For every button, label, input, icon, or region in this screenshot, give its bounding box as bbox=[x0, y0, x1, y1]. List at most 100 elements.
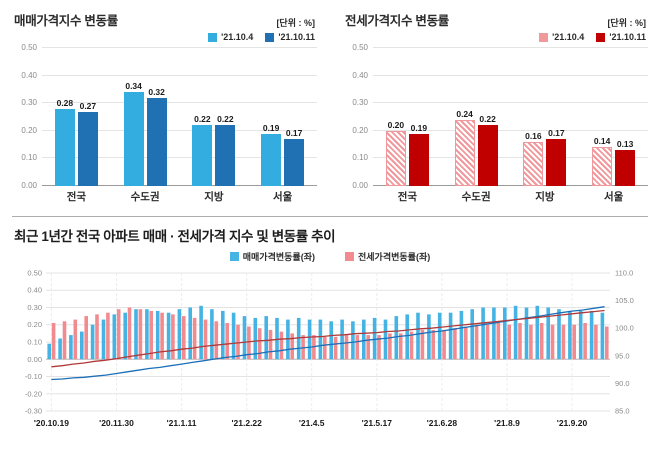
bar-value-label: 0.16 bbox=[525, 130, 542, 141]
svg-text:'20.10.19: '20.10.19 bbox=[34, 418, 69, 428]
bar-value-label: 0.24 bbox=[456, 108, 473, 119]
bar bbox=[385, 130, 406, 186]
bar-value-label: 0.34 bbox=[125, 81, 142, 92]
bar-value-label: 0.22 bbox=[194, 114, 211, 125]
bar-value-label: 0.19 bbox=[410, 122, 428, 133]
gridline bbox=[373, 74, 648, 76]
legend-label: '21.10.4 bbox=[552, 32, 585, 42]
legend-item: 전세가격변동률(좌) bbox=[345, 250, 430, 263]
svg-text:0.10: 0.10 bbox=[27, 338, 42, 347]
bar-with-label: 0.17 bbox=[284, 48, 305, 186]
svg-text:'21.8.9: '21.8.9 bbox=[494, 418, 520, 428]
bar-with-label: 0.28 bbox=[54, 48, 75, 186]
bar bbox=[546, 139, 567, 186]
sale-panel-header: 매매가격지수 변동률 [단위 : %] bbox=[12, 8, 317, 29]
jeonse-panel-header: 전세가격지수 변동률 [단위 : %] bbox=[343, 8, 648, 29]
gridline bbox=[42, 185, 317, 186]
bar-with-label: 0.13 bbox=[615, 48, 636, 186]
gridline bbox=[373, 185, 648, 186]
bar-group: 0.19 0.17 bbox=[248, 48, 317, 186]
trend-jeonse-legend-swatch bbox=[345, 252, 354, 261]
gridline bbox=[42, 74, 317, 76]
bar-with-label: 0.27 bbox=[77, 48, 98, 186]
svg-text:-0.10: -0.10 bbox=[25, 372, 42, 381]
sale-legend: '21.10.4 '21.10.11 bbox=[12, 32, 315, 42]
bar-value-label: 0.22 bbox=[479, 114, 496, 125]
y-axis-tick-label: 0.20 bbox=[21, 125, 37, 135]
gridline bbox=[373, 129, 648, 131]
trend-section: 최근 1년간 전국 아파트 매매 · 전세가격 지수 및 변동률 추이 매매가격… bbox=[12, 216, 648, 431]
svg-text:'21.1.11: '21.1.11 bbox=[167, 418, 197, 428]
svg-text:-0.30: -0.30 bbox=[25, 407, 42, 416]
bar bbox=[77, 111, 98, 186]
svg-text:-0.20: -0.20 bbox=[25, 389, 42, 398]
y-axis-tick-label: 0.30 bbox=[352, 98, 368, 108]
gridlines bbox=[46, 272, 610, 412]
gridline bbox=[42, 47, 317, 48]
y-axis-tick-label: 0.50 bbox=[21, 43, 37, 52]
y-axis-tick-label: 0.30 bbox=[21, 98, 37, 108]
report-page: 매매가격지수 변동률 [단위 : %] '21.10.4 '21.10.11 0… bbox=[12, 8, 648, 431]
trend-legend: 매매가격변동률(좌) 전세가격변동률(좌) bbox=[12, 250, 648, 263]
bar bbox=[261, 133, 282, 186]
gridline bbox=[42, 102, 317, 104]
bar-value-label: 0.22 bbox=[217, 114, 234, 125]
category-label: 수도권 bbox=[461, 191, 491, 203]
y-axis-tick-label: 0.40 bbox=[21, 70, 37, 80]
bar-group: 0.34 0.32 bbox=[111, 48, 180, 186]
bar bbox=[592, 147, 613, 186]
y-axis-tick-label: 0.00 bbox=[21, 181, 37, 190]
y-axis-tick-label: 0.40 bbox=[352, 70, 368, 80]
legend-label: '21.10.4 bbox=[221, 32, 254, 42]
svg-text:0.00: 0.00 bbox=[27, 355, 42, 364]
bar-group: 0.22 0.22 bbox=[180, 48, 249, 186]
bar bbox=[146, 97, 167, 186]
category-label: 수도권 bbox=[130, 191, 160, 203]
legend-item: '21.10.11 bbox=[596, 32, 646, 42]
svg-text:0.40: 0.40 bbox=[27, 286, 42, 295]
legend-item: '21.10.4 bbox=[539, 32, 584, 42]
svg-text:0.30: 0.30 bbox=[27, 303, 42, 312]
legend-item: '21.10.4 bbox=[208, 32, 253, 42]
bar-value-label: 0.32 bbox=[148, 86, 165, 97]
y-axis-tick-label: 0.20 bbox=[352, 125, 368, 135]
svg-text:100.0: 100.0 bbox=[615, 324, 634, 333]
bar-with-label: 0.19 bbox=[261, 48, 282, 186]
bar-with-label: 0.14 bbox=[592, 48, 613, 186]
legend-item: 매매가격변동률(좌) bbox=[229, 250, 315, 263]
bar-value-label: 0.20 bbox=[387, 119, 405, 130]
bar-value-label: 0.19 bbox=[262, 122, 280, 133]
bar-group: 0.14 0.13 bbox=[579, 48, 648, 186]
category-label: 지방 bbox=[535, 191, 555, 203]
y-axis-tick-label: 0.10 bbox=[352, 153, 368, 163]
trend-combo-chart: -0.30 -0.20 -0.10 0.00 0.10 0.20 0.30 0.40 0.50 8… bbox=[25, 269, 634, 429]
bar-group: 0.24 0.22 bbox=[442, 48, 511, 186]
svg-text:85.0: 85.0 bbox=[615, 407, 630, 416]
gridline bbox=[42, 129, 317, 131]
category-label: 전국 bbox=[66, 191, 87, 203]
trend-sale-legend-swatch bbox=[229, 252, 239, 261]
bar-with-label: 0.16 bbox=[523, 48, 544, 186]
svg-text:'21.9.20: '21.9.20 bbox=[557, 418, 588, 428]
bar-with-label: 0.34 bbox=[123, 48, 144, 186]
bar bbox=[615, 150, 636, 186]
jeonse-index-line bbox=[51, 309, 605, 368]
sale-unit-label: [단위 : %] bbox=[276, 18, 315, 28]
bar bbox=[192, 125, 213, 186]
svg-text:'21.4.5: '21.4.5 bbox=[299, 418, 325, 428]
bar bbox=[477, 125, 498, 186]
jeonse-unit-label: [단위 : %] bbox=[607, 18, 646, 28]
svg-text:'21.6.28: '21.6.28 bbox=[427, 418, 458, 428]
sale-curr-legend-swatch bbox=[265, 32, 275, 42]
legend-label: '21.10.11 bbox=[609, 32, 646, 42]
jeonse-price-panel: 전세가격지수 변동률 [단위 : %] '21.10.4 '21.10.11 0… bbox=[343, 8, 648, 204]
bar-group: 0.16 0.17 bbox=[511, 48, 580, 186]
gridline bbox=[373, 102, 648, 104]
jeonse-panel-title: 전세가격지수 변동률 bbox=[345, 14, 449, 28]
gridline bbox=[42, 157, 317, 159]
svg-text:'21.5.17: '21.5.17 bbox=[362, 418, 393, 428]
svg-text:105.0: 105.0 bbox=[615, 296, 634, 305]
bar-with-label: 0.22 bbox=[215, 48, 236, 186]
jeonse-legend: '21.10.4 '21.10.11 bbox=[343, 32, 646, 42]
sale-bar-chart: 0.00 0.10 0.20 0.30 0.40 0.50 0.28 0.27 0.34 0.32… bbox=[12, 43, 317, 204]
